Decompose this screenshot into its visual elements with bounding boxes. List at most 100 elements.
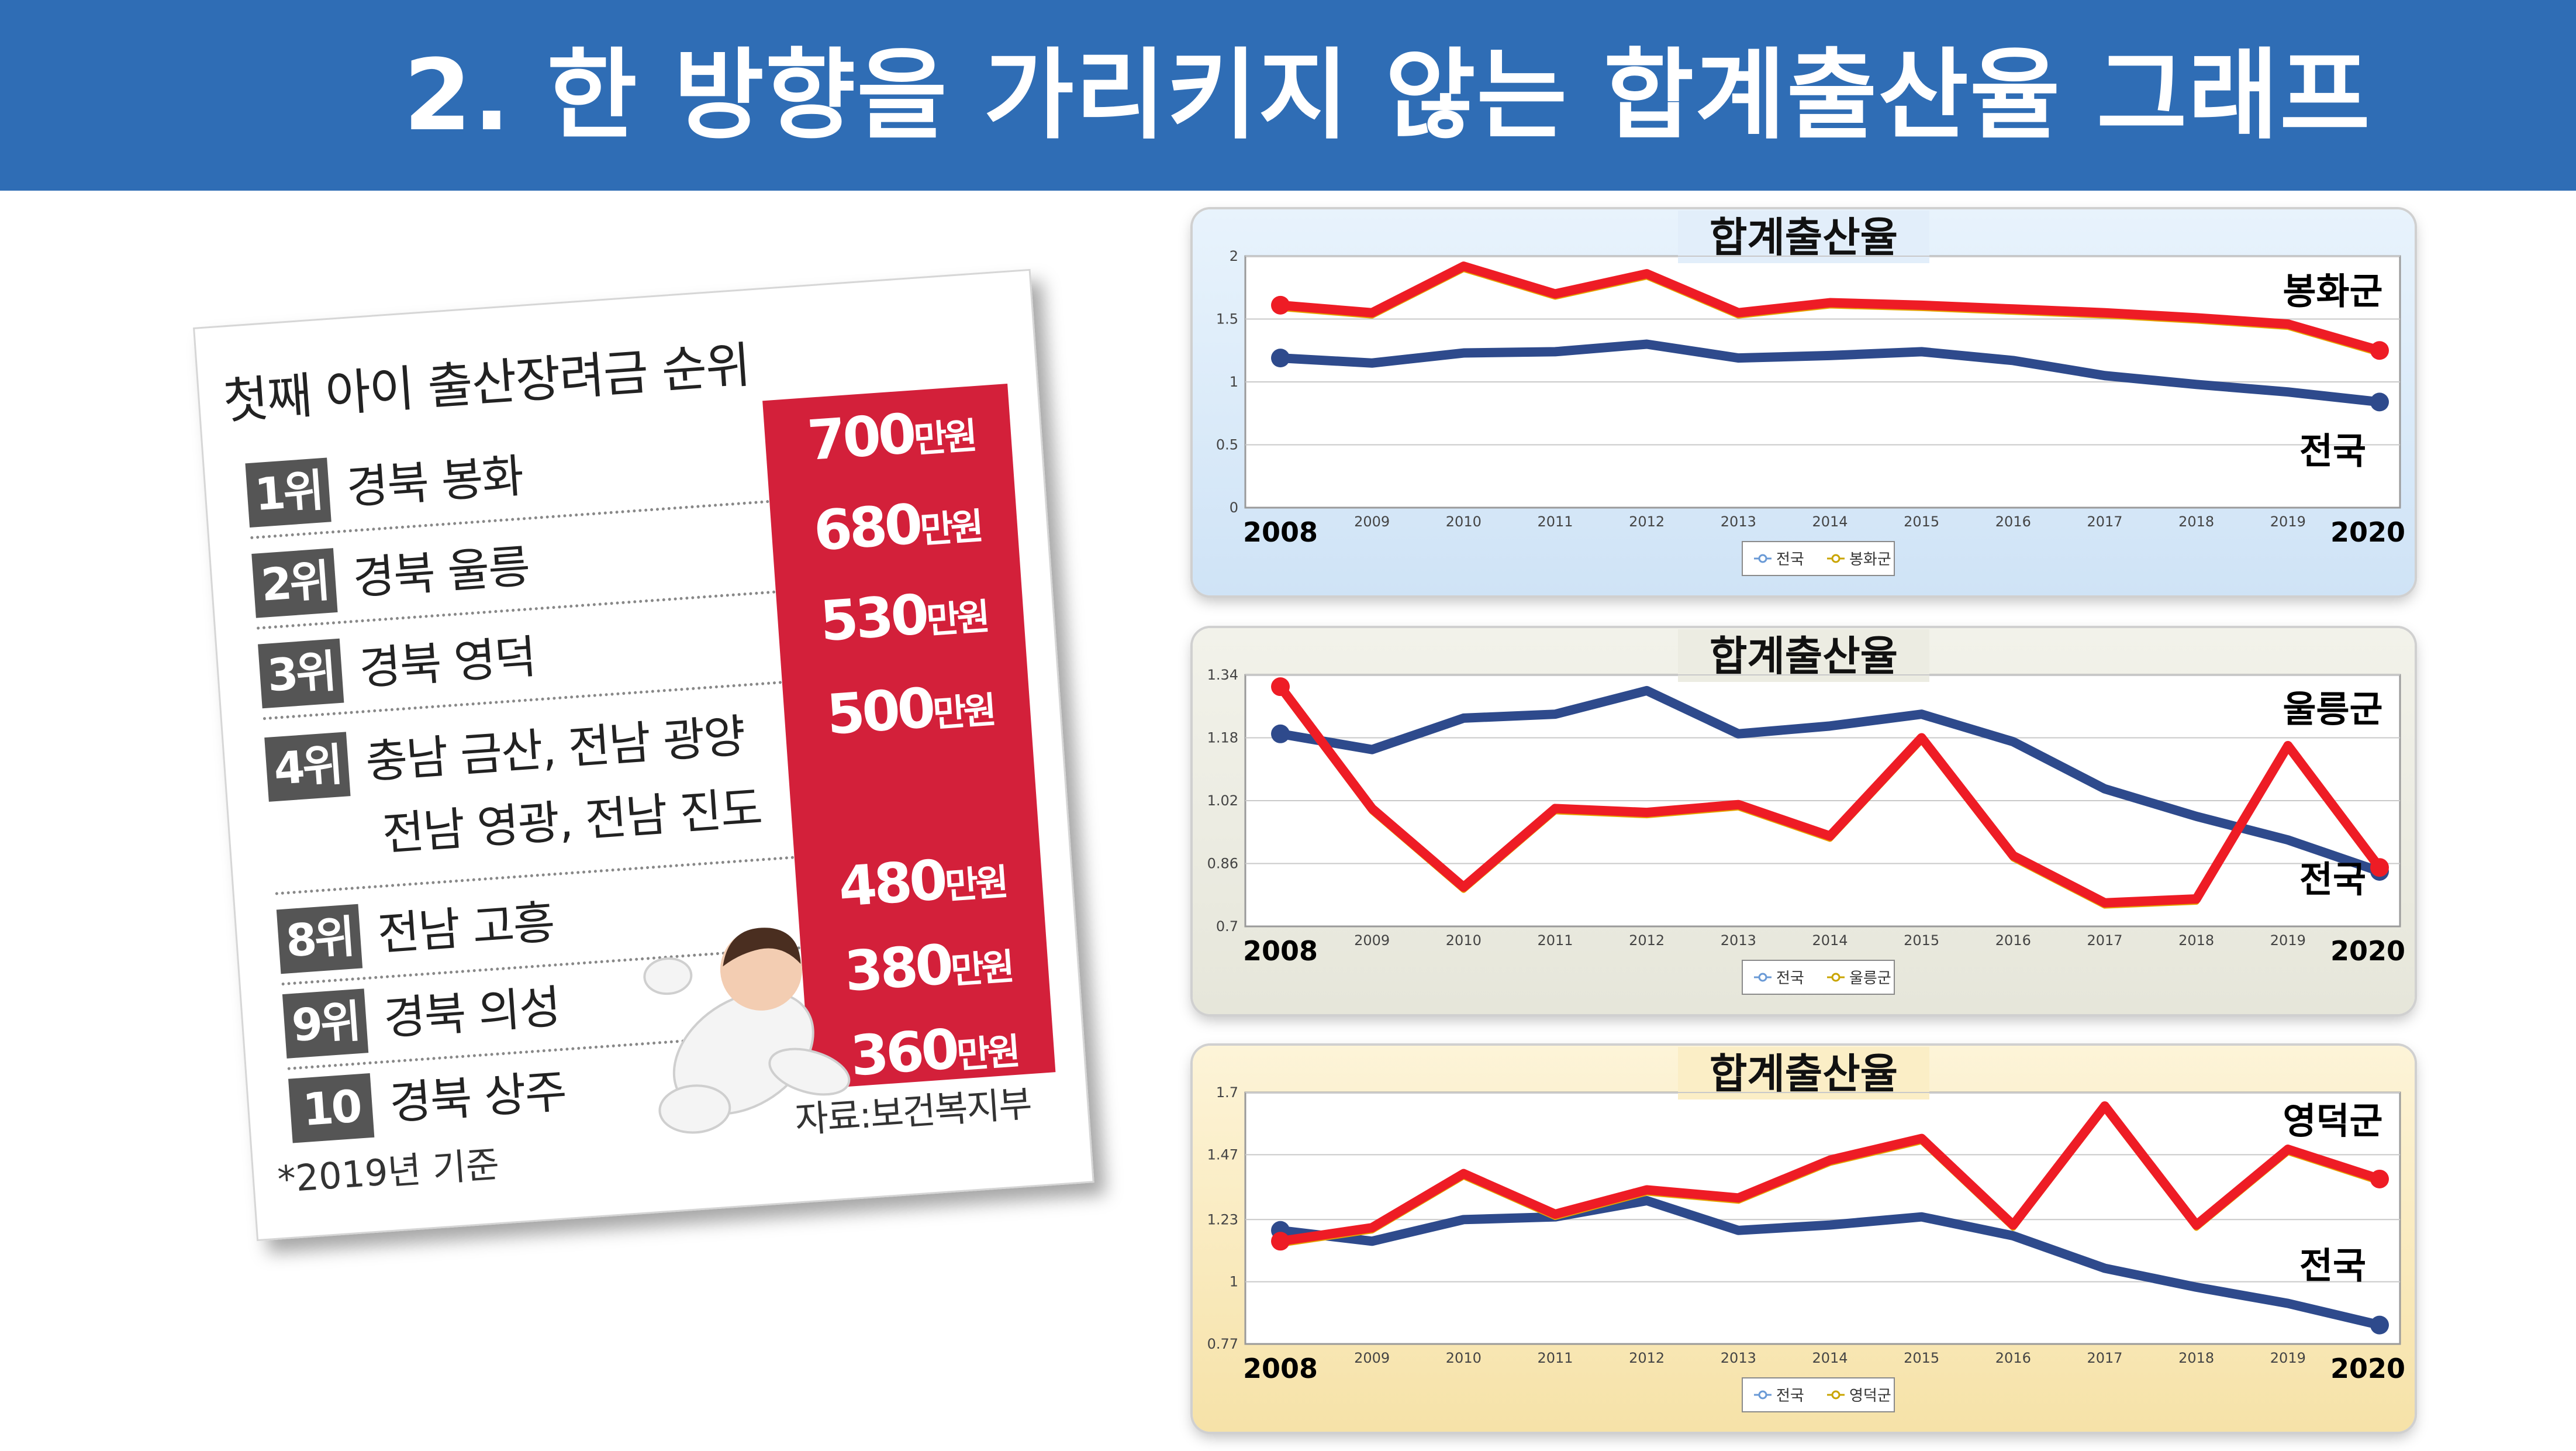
y-tick-label: 1.47 (1207, 1146, 1238, 1163)
plot-area (1244, 1091, 2401, 1345)
rank-amount-unit: 만원 (955, 1029, 1019, 1077)
rank-badge: 3위 (258, 638, 344, 709)
y-tick-label: 1.02 (1207, 792, 1238, 809)
rank-amount-unit: 만원 (931, 688, 996, 736)
x-tick-label: 2010 (1446, 513, 1482, 530)
x-tick-label: 2020 (2330, 516, 2405, 548)
x-tick-label: 2019 (2270, 513, 2306, 530)
x-tick-label: 2009 (1354, 513, 1390, 530)
ranking-list: 1위 경북 봉화 700만원 2위 경북 울릉 680만원 3위 경북 영덕 530만원 4위 충남… (195, 271, 1029, 1200)
chart-panel-ulleung: 합계출산율 0.7 0.86 1.02 1.18 1.34 2008 2009 2010 2011… (1193, 628, 2415, 1014)
legend-marker (1758, 554, 1767, 563)
chart-yeongdeok: 합계출산율 0.77 1 1.23 1.47 1.7 2008 2009 2010 2011 201… (1207, 1047, 2405, 1412)
x-tick-label: 2013 (1721, 513, 1756, 530)
rank-amount-value: 500 (824, 676, 935, 747)
chart-bonghwa: 합계출산율 0 0.5 1 1.5 2 2008 2009 2010 2011 2012 2013 20… (1216, 211, 2405, 576)
x-tick-label: 2012 (1629, 932, 1665, 949)
x-tick-label: 2013 (1721, 1350, 1756, 1366)
ranking-title: 첫째 아이 출산장려금 순위 (221, 336, 752, 430)
series-label: 전국 (2299, 858, 2366, 901)
y-tick-label: 1.23 (1207, 1211, 1238, 1228)
chart-ulleung: 합계출산율 0.7 0.86 1.02 1.18 1.34 2008 2009 2010 2011… (1207, 629, 2405, 995)
series-line-울릉군 (1276, 682, 2384, 908)
y-tick-label: 1.7 (1216, 1084, 1238, 1101)
x-tick-label: 2009 (1354, 932, 1390, 949)
y-tick-label: 1.5 (1216, 311, 1238, 328)
series-line-전국 (1276, 685, 2384, 876)
series-point (2370, 1315, 2389, 1335)
x-tick-label: 2008 (1243, 935, 1318, 967)
title-banner: 2. 한 방향을 가리키지 않는 합계출산율 그래프 (0, 0, 2576, 191)
series-point (1271, 677, 1290, 697)
rank-region: 충남 금산, 전남 광양 (364, 710, 747, 790)
series-point (2370, 1169, 2389, 1188)
series-point (1271, 724, 1290, 743)
legend-label: 전국 (1776, 551, 1804, 568)
chart-panel-yeongdeok: 합계출산율 0.77 1 1.23 1.47 1.7 2008 2009 2010 2011 201… (1193, 1046, 2415, 1432)
x-tick-label: 2016 (1995, 513, 2031, 530)
rank-region: 전남 고흥 (376, 896, 556, 961)
rank-amount-unit: 만원 (918, 504, 983, 552)
x-tick-label: 2017 (2087, 1350, 2122, 1366)
x-tick-label: 2011 (1537, 932, 1573, 949)
rank-region: 경북 상주 (388, 1065, 568, 1131)
x-tick-label: 2014 (1812, 513, 1848, 530)
chart-title-box (1678, 629, 1929, 682)
x-tick-label: 2015 (1904, 1350, 1939, 1366)
series-line-전국 (1276, 339, 2384, 407)
legend-label: 영덕군 (1849, 1387, 1891, 1405)
series-line-전국 (1276, 1195, 2384, 1330)
rank-badge: 1위 (245, 457, 332, 528)
series-point (1271, 1232, 1290, 1251)
x-tick-label: 2010 (1446, 932, 1482, 949)
x-tick-label: 2014 (1812, 932, 1848, 949)
series-point (2370, 392, 2389, 412)
x-tick-label: 2020 (2330, 935, 2405, 967)
row-divider (275, 856, 795, 895)
rank-badge: 4위 (264, 732, 351, 802)
rank-region: 전남 영광, 전남 진도 (381, 782, 764, 861)
chart-panel-bonghwa: 합계출산율 0 0.5 1 1.5 2 2008 2009 2010 2011 2012 2013 20… (1193, 209, 2415, 595)
series-point (2370, 341, 2389, 360)
x-tick-label: 2010 (1446, 1350, 1482, 1366)
legend-label: 봉화군 (1849, 551, 1891, 568)
legend-marker (1758, 1390, 1767, 1400)
x-tick-label: 2012 (1629, 1350, 1665, 1366)
chart-title: 합계출산율 (1710, 1050, 1898, 1098)
x-tick-label: 2009 (1354, 1350, 1390, 1366)
rank-amount-value: 530 (818, 583, 928, 654)
series-line-영덕군 (1276, 1101, 2384, 1246)
series-label: 봉화군 (2283, 270, 2382, 312)
y-tick-label: 1.34 (1207, 667, 1238, 683)
x-tick-label: 2011 (1537, 513, 1573, 530)
x-tick-label: 2015 (1904, 932, 1939, 949)
series-point (1271, 349, 1290, 368)
series-point (1271, 295, 1290, 315)
y-tick-label: 0.7 (1216, 918, 1238, 935)
series-line-봉화군 (1276, 261, 2384, 356)
rank-region: 경북 울릉 (351, 540, 531, 605)
x-tick-label: 2008 (1243, 1353, 1318, 1384)
baby-illustration (643, 928, 851, 1134)
rank-badge: 10위 (288, 1073, 375, 1200)
page-title: 2. 한 방향을 가리키지 않는 합계출산율 그래프 (403, 38, 2371, 153)
rank-region: 경북 영덕 (357, 630, 537, 696)
rank-badge: 2위 (251, 548, 338, 618)
y-tick-label: 1 (1230, 374, 1238, 390)
y-tick-label: 0.77 (1207, 1336, 1238, 1352)
y-tick-label: 1 (1230, 1274, 1238, 1290)
legend-marker (1758, 973, 1767, 982)
x-tick-label: 2016 (1995, 1350, 2031, 1366)
series-label: 전국 (2299, 1245, 2366, 1287)
x-tick-label: 2011 (1537, 1350, 1573, 1366)
ranking-note: *2019년 기준 (276, 1143, 501, 1201)
y-tick-label: 0.86 (1207, 856, 1238, 872)
x-tick-label: 2012 (1629, 513, 1665, 530)
rank-badge: 9위 (282, 988, 369, 1059)
legend-marker (1831, 973, 1841, 982)
legend-marker (1831, 1390, 1841, 1400)
series-point (2370, 858, 2389, 877)
rank-amount-value: 680 (812, 492, 922, 564)
chart-title-box (1678, 1047, 1929, 1100)
x-tick-label: 2017 (2087, 932, 2122, 949)
